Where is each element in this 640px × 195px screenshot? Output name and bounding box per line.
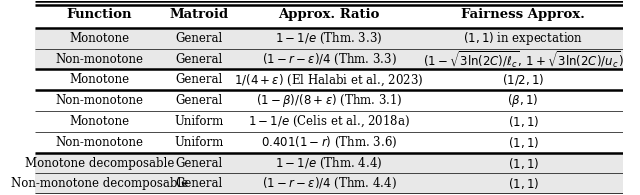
Text: $1 - 1/e$ (Thm. 4.4): $1 - 1/e$ (Thm. 4.4) xyxy=(275,156,383,171)
Text: $(1 - \beta)/(8 + \epsilon)$ (Thm. 3.1): $(1 - \beta)/(8 + \epsilon)$ (Thm. 3.1) xyxy=(255,92,403,109)
Text: Uniform: Uniform xyxy=(175,136,224,149)
Text: $(1, 1)$: $(1, 1)$ xyxy=(508,156,539,171)
Text: Non-monotone decomposable: Non-monotone decomposable xyxy=(11,177,188,190)
Text: $(1 - r - \epsilon)/4$ (Thm. 4.4): $(1 - r - \epsilon)/4$ (Thm. 4.4) xyxy=(262,176,396,191)
Text: Function: Function xyxy=(67,8,132,21)
Text: $(1, 1)$: $(1, 1)$ xyxy=(508,135,539,150)
Text: Non-monotone: Non-monotone xyxy=(56,52,143,66)
Text: $(1 - r - \epsilon)/4$ (Thm. 3.3): $(1 - r - \epsilon)/4$ (Thm. 3.3) xyxy=(262,51,396,66)
Text: Fairness Approx.: Fairness Approx. xyxy=(461,8,585,21)
Text: Uniform: Uniform xyxy=(175,115,224,128)
Text: $(1, 1)$: $(1, 1)$ xyxy=(508,176,539,191)
Text: Non-monotone: Non-monotone xyxy=(56,136,143,149)
Text: $(1 - \sqrt{3\ln(2C)/\ell_c},\, 1 + \sqrt{3\ln(2C)/u_c})$: $(1 - \sqrt{3\ln(2C)/\ell_c},\, 1 + \sqr… xyxy=(422,49,623,69)
Text: Monotone: Monotone xyxy=(69,115,129,128)
Text: General: General xyxy=(176,73,223,86)
Text: Approx. Ratio: Approx. Ratio xyxy=(278,8,380,21)
Text: $(1, 1)$: $(1, 1)$ xyxy=(508,114,539,129)
Text: General: General xyxy=(176,157,223,170)
Text: General: General xyxy=(176,177,223,190)
Text: $0.401(1 - r)$ (Thm. 3.6): $0.401(1 - r)$ (Thm. 3.6) xyxy=(260,135,397,150)
Text: $(1/2, 1)$: $(1/2, 1)$ xyxy=(502,72,544,87)
Text: $(1, 1)$ in expectation: $(1, 1)$ in expectation xyxy=(463,30,583,47)
Bar xyxy=(35,28,623,69)
Text: General: General xyxy=(176,94,223,107)
Text: Monotone decomposable: Monotone decomposable xyxy=(25,157,174,170)
Text: $1/(4 + \epsilon)$ (El Halabi et al., 2023): $1/(4 + \epsilon)$ (El Halabi et al., 20… xyxy=(234,72,424,88)
Text: $1 - 1/e$ (Celis et al., 2018a): $1 - 1/e$ (Celis et al., 2018a) xyxy=(248,114,410,129)
Text: Matroid: Matroid xyxy=(170,8,229,21)
Text: Monotone: Monotone xyxy=(69,32,129,45)
Text: General: General xyxy=(176,52,223,66)
Text: Non-monotone: Non-monotone xyxy=(56,94,143,107)
Text: $(\beta, 1)$: $(\beta, 1)$ xyxy=(508,92,539,109)
Text: General: General xyxy=(176,32,223,45)
Text: Monotone: Monotone xyxy=(69,73,129,86)
Text: $1 - 1/e$ (Thm. 3.3): $1 - 1/e$ (Thm. 3.3) xyxy=(275,31,383,46)
Bar xyxy=(35,153,623,194)
